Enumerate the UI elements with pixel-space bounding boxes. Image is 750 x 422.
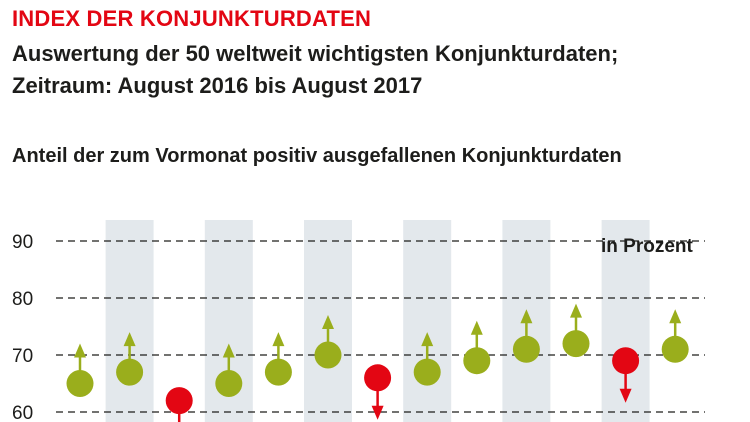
data-point <box>463 320 491 375</box>
unit-label: in Prozent <box>601 236 694 257</box>
data-point <box>215 343 243 397</box>
data-point <box>612 347 640 403</box>
arrow-up-icon <box>570 303 582 318</box>
arrow-up-icon <box>520 309 533 324</box>
column-bands <box>105 220 650 422</box>
arrow-up-icon <box>222 343 235 358</box>
y-tick-label: 70 <box>12 346 33 367</box>
arrow-up-icon <box>421 332 434 347</box>
data-dot <box>314 341 342 369</box>
subtitle-line-2: Zeitraum: August 2016 bis August 2017 <box>12 73 423 98</box>
data-point <box>314 315 342 369</box>
chart-subtitle: Auswertung der 50 weltweit wichtigsten K… <box>12 38 742 102</box>
arrow-down-icon <box>371 405 384 420</box>
data-dot <box>215 370 243 397</box>
y-axis-labels: 60 70 80 90 <box>12 232 33 422</box>
arrow-down-icon <box>619 388 632 403</box>
data-point <box>165 387 193 422</box>
arrow-up-icon <box>669 309 682 324</box>
arrow-up-icon <box>123 332 136 347</box>
y-tick-label: 80 <box>12 289 33 310</box>
data-point <box>364 364 392 420</box>
arrow-up-icon <box>322 315 334 329</box>
data-point <box>512 309 540 363</box>
data-points <box>66 303 689 422</box>
chart-caption: Anteil der zum Vormonat positiv ausgefal… <box>12 145 622 167</box>
arrow-up-icon <box>470 320 483 335</box>
subtitle-line-1: Auswertung der 50 weltweit wichtigsten K… <box>12 41 619 66</box>
data-dot <box>562 330 590 358</box>
y-tick-label: 90 <box>12 232 33 253</box>
data-point <box>413 332 441 386</box>
data-dot <box>413 358 441 386</box>
data-dot <box>661 335 689 363</box>
column-band <box>403 220 452 422</box>
data-point <box>116 332 144 386</box>
data-dot <box>165 387 193 415</box>
data-point <box>562 303 590 358</box>
data-dot <box>612 347 640 375</box>
chart-title: INDEX DER KONJUNKTURDATEN <box>12 6 372 31</box>
grid-lines <box>56 240 705 413</box>
data-point <box>661 309 689 363</box>
data-point <box>66 343 94 397</box>
data-dot <box>66 370 94 397</box>
arrow-up-icon <box>272 332 285 347</box>
data-dot <box>116 358 144 386</box>
column-band <box>105 220 154 422</box>
data-dot <box>463 347 491 375</box>
arrow-up-icon <box>74 343 86 358</box>
data-dot <box>364 364 392 392</box>
y-tick-label: 60 <box>12 403 33 422</box>
data-dot <box>512 335 540 363</box>
data-dot <box>264 358 292 386</box>
data-point <box>264 332 292 386</box>
